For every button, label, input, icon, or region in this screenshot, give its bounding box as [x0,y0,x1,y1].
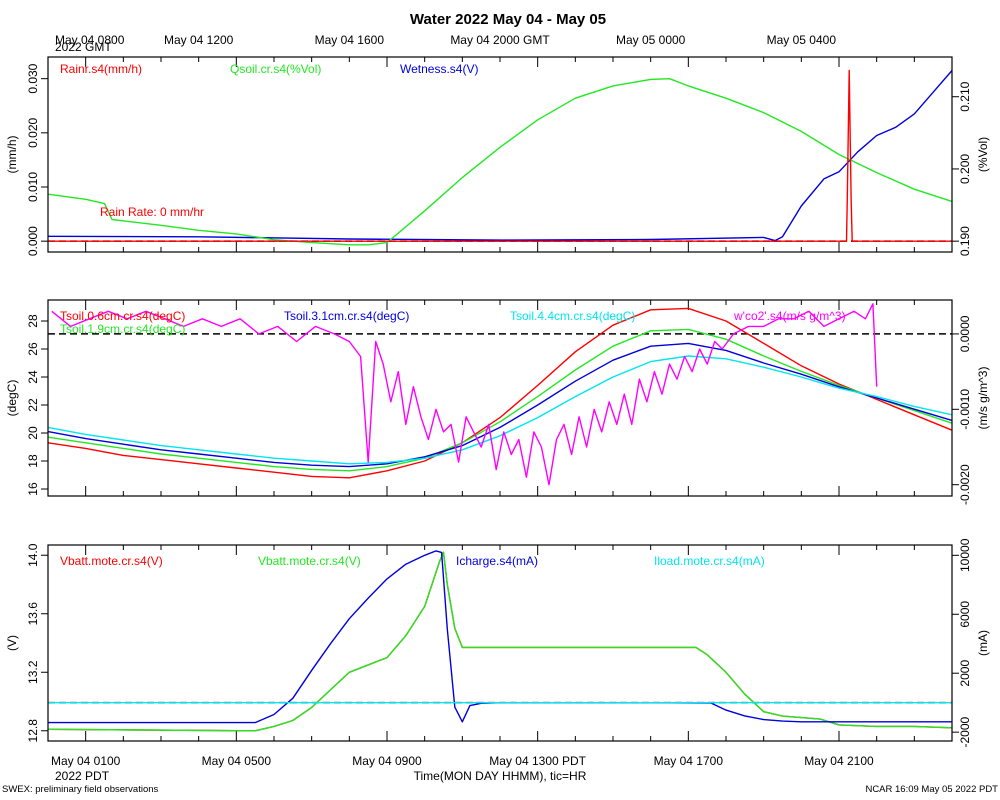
legend-label: Tsoil.3.1cm.cr.s4(degC) [284,309,409,323]
series-line-green [47,328,953,472]
top-axis-tick-label: May 04 0800 [55,33,125,47]
panel-power-ticks: 12.8 13.2 13.6 14.0 -2000 2000 6000 10000 [26,538,972,747]
legend-label: Icharge.s4(mA) [456,554,538,568]
legend-label: Tsoil.4.4cm.cr.s4(degC) [510,309,635,323]
panel-water-series [47,69,953,246]
right-y-tick-label: 2000 [958,660,972,687]
panel-temperature-right-axis-title: (m/s g/m^3) [976,367,990,430]
bottom-axis-tick-label: May 04 1300 PDT [489,754,586,768]
panel-power-left-axis-title: (V) [5,635,19,651]
top-axis-tick-label: May 04 1200 [164,33,234,47]
left-y-tick-label: 13.6 [26,602,40,626]
left-y-tick-label: 26 [26,342,40,356]
bottom-axis-tick-label: May 04 0900 [352,754,422,768]
legend-label: Qsoil.cr.s4(%Vol) [230,62,321,76]
left-y-tick-label: 28 [26,314,40,328]
right-y-tick-label: -0.0020 [958,464,972,505]
panel-power-frame [47,544,953,742]
panel-temperature-legend: Tsoil.0.6cm.cr.s4(degC) Tsoil.3.1cm.cr.s4… [60,309,846,323]
panel-power-series [47,550,953,732]
panel-temperature-frame [47,299,953,497]
series-line-magenta [51,303,878,486]
panel-temperature-left-axis-title: (degC) [5,380,19,417]
top-axis-tick-label: May 05 0000 [616,33,686,47]
legend-label: Vbatt.mote.cr.s4(V) [258,554,361,568]
legend-label: w'co2'.s4(m/s g/m^3) [733,309,846,323]
left-y-tick-label: 0.010 [26,172,40,202]
rain-rate-annotation: Rain Rate: 0 mm/hr [100,205,204,219]
bottom-axis-tick-label: May 04 0100 [51,754,121,768]
left-y-tick-label: 20 [26,426,40,440]
panel-water-ticks: 0.000 0.010 0.020 0.030 0.190 0.200 0.210 [26,57,972,256]
panel-water-legend: Rainr.s4(mm/h) Qsoil.cr.s4(%Vol) Wetness.s… [60,62,478,76]
left-y-tick-label: 0.000 [26,226,40,256]
top-axis-tick-label: May 04 1600 [315,33,385,47]
panel-water: 0.000 0.010 0.020 0.030 0.190 0.200 0.210 Rain… [5,56,990,256]
series-line-red [47,551,953,732]
series-line-red [47,307,953,479]
left-y-tick-label: 14.0 [26,543,40,567]
right-y-tick-label: 10000 [958,538,972,572]
panel-water-frame [47,56,953,253]
panel-water-right-axis-title: (%Vol) [976,137,990,172]
series-line-cyan [47,355,953,465]
right-y-tick-label: -2000 [958,716,972,747]
left-y-tick-label: 13.2 [26,660,40,684]
hidden-series-label: Tsoil.1.9cm.cr.s4(degC) [60,322,185,336]
legend-label: Iload.mote.cr.s4(mA) [654,554,765,568]
series-line-blue [47,342,953,468]
left-y-tick-label: 24 [26,370,40,384]
panel-power-right-axis-title: (mA) [976,630,990,656]
left-y-tick-label: 16 [26,482,40,496]
panel-temperature: 16 18 20 22 24 26 28 -0.0020 -0.0010 0.0000 Tsoil… [5,299,990,505]
legend-label: Tsoil.0.6cm.cr.s4(degC) [60,309,185,323]
left-y-tick-label: 18 [26,454,40,468]
series-line-blue [48,550,952,724]
chart-title: Water 2022 May 04 - May 05 [410,11,606,28]
right-y-tick-label: 6000 [958,601,972,628]
bottom-axis-tick-label: May 04 0500 [202,754,272,768]
series-line-green [47,551,953,732]
legend-label: Wetness.s4(V) [400,62,478,76]
legend-label: Rainr.s4(mm/h) [60,62,142,76]
bottom-axis-tick-label: May 04 1700 [654,754,724,768]
x-axis-title: Time(MON DAY HHMM), tic=HR [414,769,587,783]
left-y-tick-label: 0.020 [26,117,40,147]
legend-label: Vbatt.mote.cr.s4(V) [60,554,163,568]
top-axis-tick-label: May 05 0400 [767,33,837,47]
right-y-tick-label: 0.200 [958,154,972,184]
right-y-tick-label: 0.0000 [958,315,972,352]
right-y-tick-label: 0.210 [958,81,972,111]
footer-right-note: NCAR 16:09 May 05 2022 PDT [865,784,998,795]
right-y-tick-label: 0.190 [958,226,972,256]
series-line-green [47,77,953,246]
top-axis-year-label: 2022 GMT [55,40,112,54]
panel-power-legend: Vbatt.mote.cr.s4(V) Vbatt.mote.cr.s4(V) Ic… [60,554,765,568]
bottom-axis-year-label: 2022 PDT [55,769,110,783]
footer-left-note: SWEX: preliminary field observations [2,784,159,795]
series-line-red [48,69,952,242]
series-line-blue [47,70,953,242]
left-y-tick-label: 0.030 [26,63,40,93]
panel-water-left-axis-title: (mm/h) [5,136,19,174]
top-axis-tick-label: May 04 2000 GMT [450,33,550,47]
left-y-tick-label: 22 [26,398,40,412]
panel-temperature-ticks: 16 18 20 22 24 26 28 -0.0020 -0.0010 0.0000 [26,300,972,505]
bottom-axis-tick-label: May 04 2100 [804,754,874,768]
panel-temperature-series [47,303,953,486]
left-y-tick-label: 12.8 [26,719,40,743]
right-y-tick-label: -0.0010 [958,389,972,430]
panel-power: 12.8 13.2 13.6 14.0 -2000 2000 6000 10000 Vbatt… [5,538,990,747]
